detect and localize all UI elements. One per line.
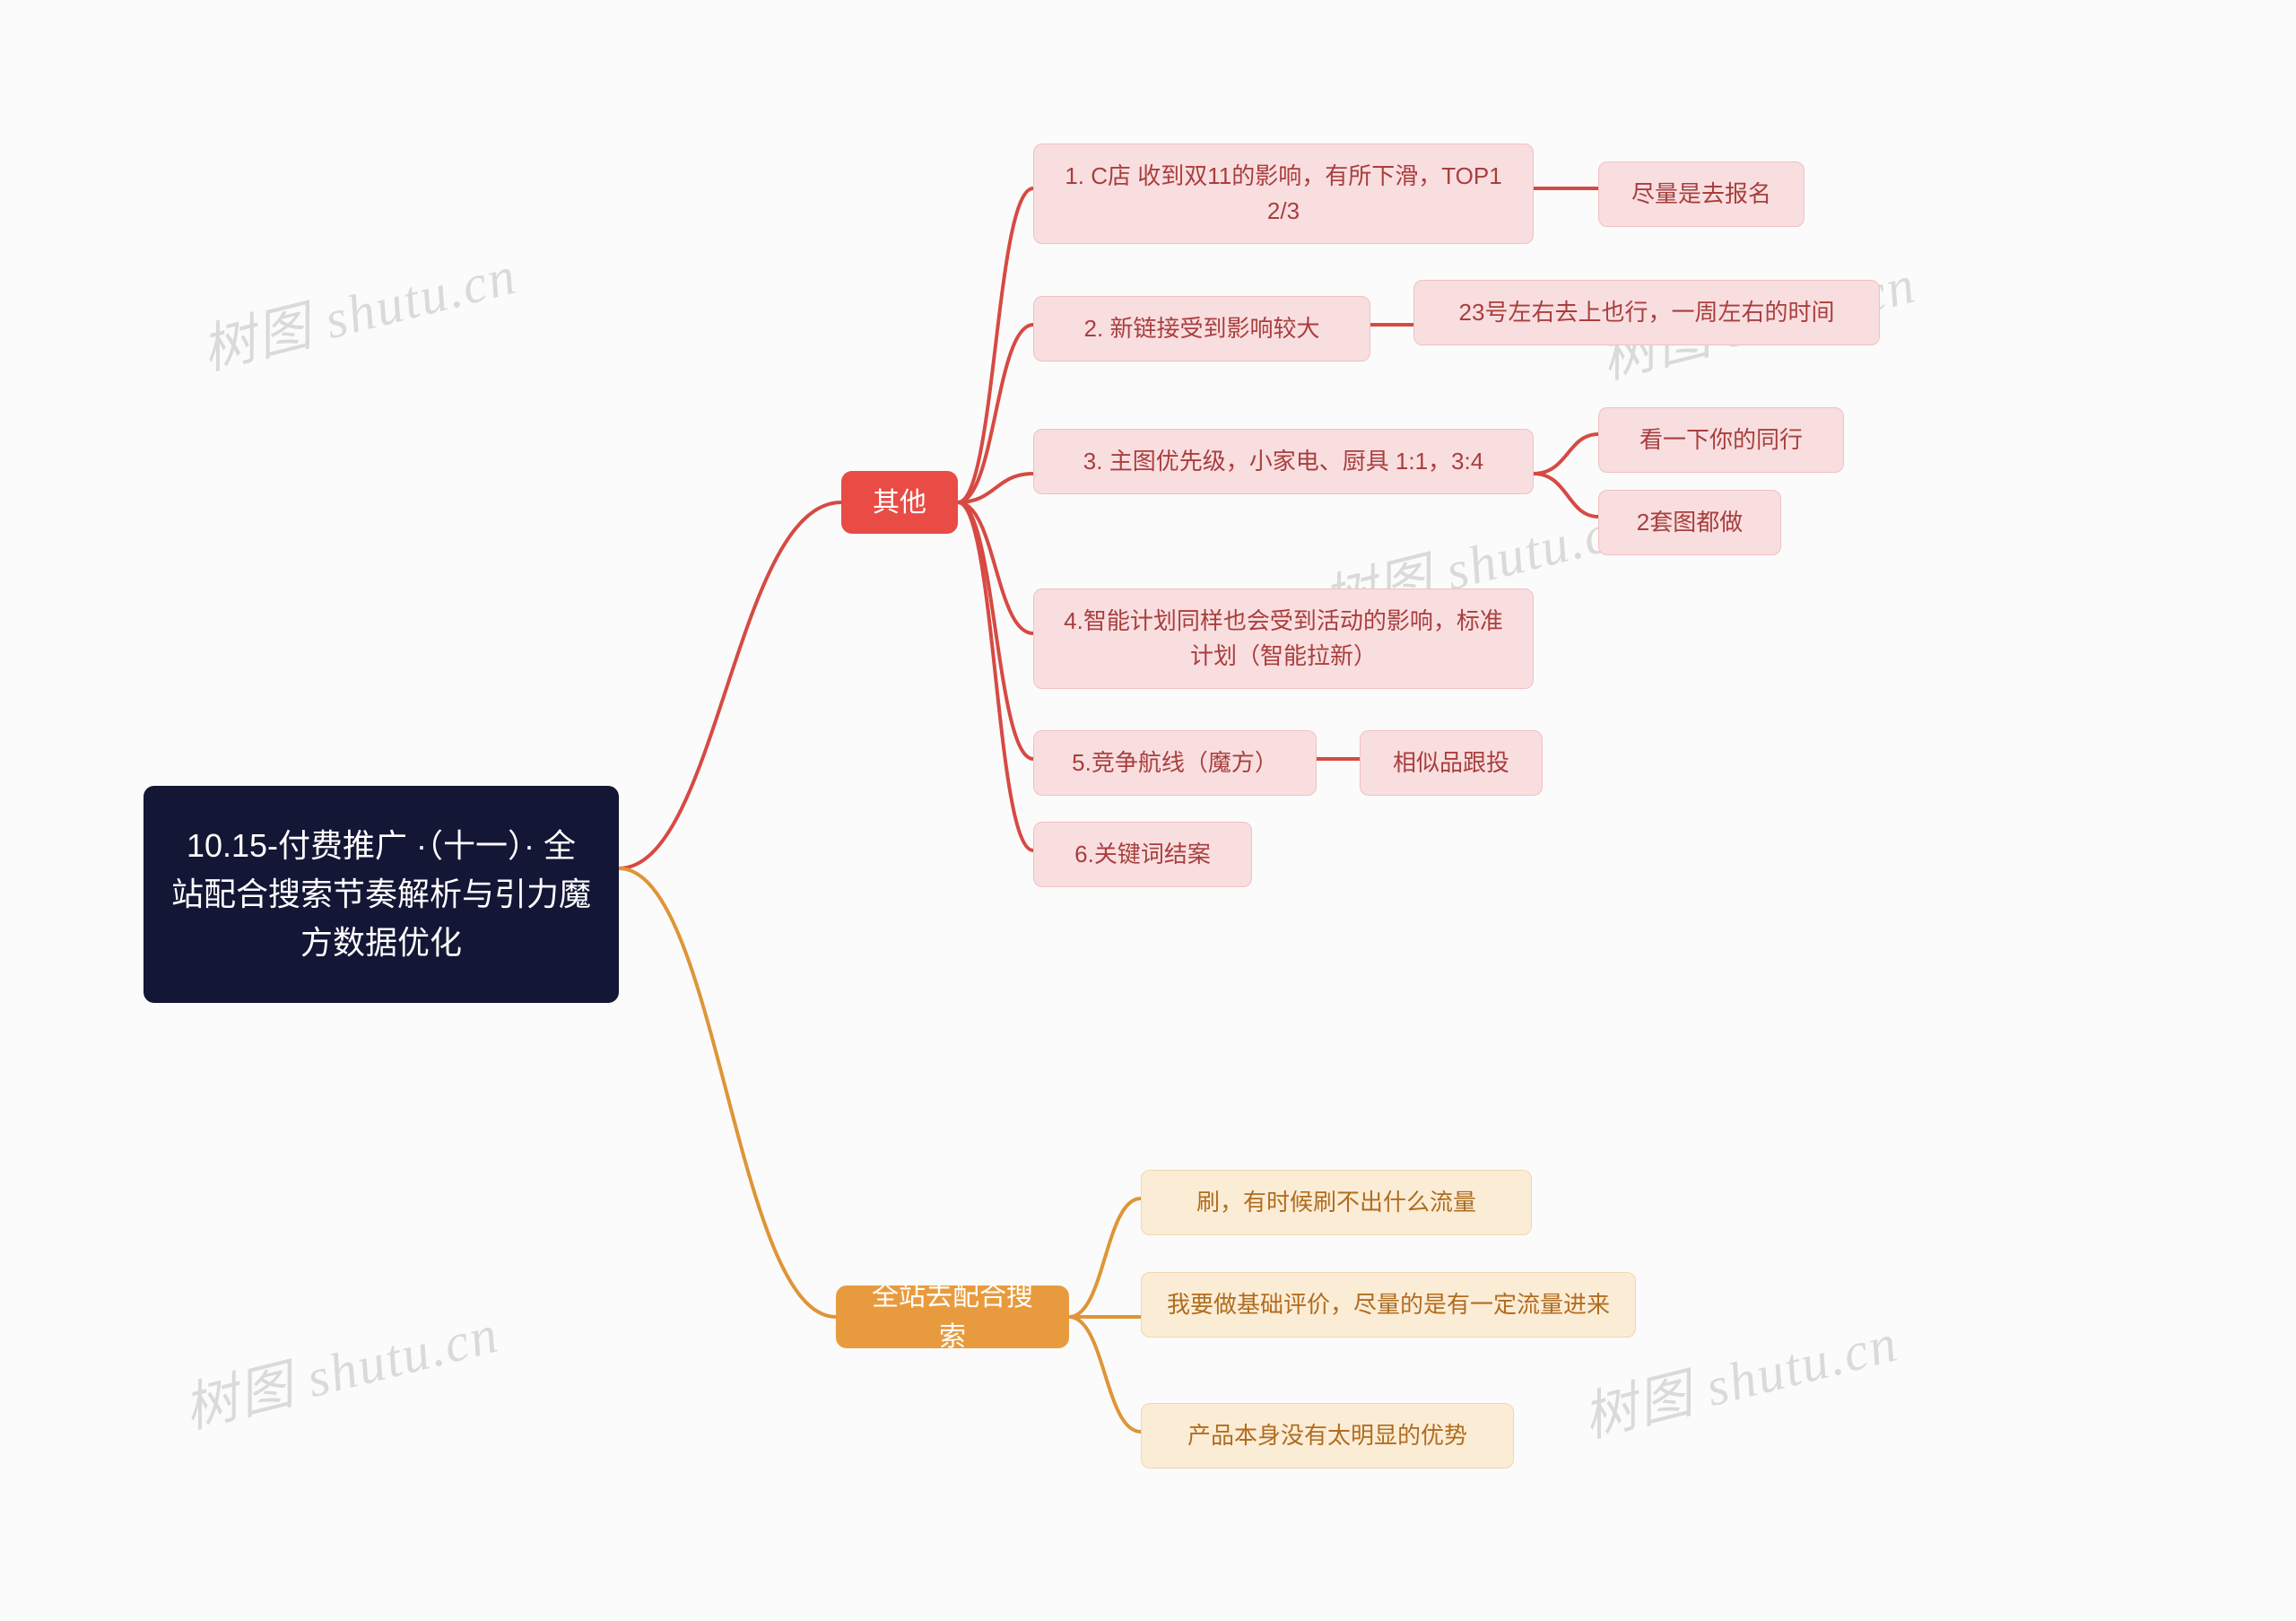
leaf-search-1: 刷，有时候刷不出什么流量 (1141, 1170, 1532, 1235)
leaf-search-2-label: 我要做基础评价，尽量的是有一定流量进来 (1167, 1287, 1610, 1322)
leaf-other-5: 5.竞争航线（魔方） (1033, 730, 1317, 796)
leaf-other-1-label: 1. C店 收到双11的影响，有所下滑，TOP1 2/3 (1059, 159, 1508, 229)
leaf-other-1-1-label: 尽量是去报名 (1631, 177, 1771, 212)
leaf-other-2-label: 2. 新链接受到影响较大 (1084, 311, 1320, 346)
branch-other-label: 其他 (873, 483, 926, 523)
leaf-other-3: 3. 主图优先级，小家电、厨具 1:1，3:4 (1033, 429, 1534, 494)
leaf-other-3-1: 看一下你的同行 (1598, 407, 1844, 473)
leaf-other-6: 6.关键词结案 (1033, 822, 1252, 887)
leaf-search-3-label: 产品本身没有太明显的优势 (1187, 1418, 1467, 1453)
leaf-other-2-1-label: 23号左右去上也行，一周左右的时间 (1459, 295, 1835, 330)
leaf-other-1: 1. C店 收到双11的影响，有所下滑，TOP1 2/3 (1033, 144, 1534, 244)
leaf-other-2-1: 23号左右去上也行，一周左右的时间 (1413, 280, 1880, 345)
leaf-other-4-label: 4.智能计划同样也会受到活动的影响，标准计划（智能拉新） (1059, 604, 1508, 674)
branch-search-label: 全站去配合搜索 (861, 1277, 1044, 1357)
leaf-other-4: 4.智能计划同样也会受到活动的影响，标准计划（智能拉新） (1033, 588, 1534, 689)
leaf-other-3-2-label: 2套图都做 (1637, 505, 1743, 540)
leaf-other-3-1-label: 看一下你的同行 (1639, 423, 1803, 458)
leaf-search-1-label: 刷，有时候刷不出什么流量 (1196, 1185, 1476, 1220)
leaf-other-3-label: 3. 主图优先级，小家电、厨具 1:1，3:4 (1083, 444, 1483, 479)
leaf-search-2: 我要做基础评价，尽量的是有一定流量进来 (1141, 1272, 1636, 1338)
root-label: 10.15-付费推广 ·（十一）· 全站配合搜索节奏解析与引力魔方数据优化 (170, 822, 592, 967)
leaf-other-3-2: 2套图都做 (1598, 490, 1781, 555)
leaf-other-1-1: 尽量是去报名 (1598, 161, 1805, 227)
branch-other: 其他 (841, 471, 958, 534)
leaf-other-5-1: 相似品跟投 (1360, 730, 1543, 796)
watermark: 树图 shutu.cn (175, 1290, 506, 1443)
watermark: 树图 shutu.cn (193, 231, 524, 385)
leaf-other-2: 2. 新链接受到影响较大 (1033, 296, 1370, 362)
root-node: 10.15-付费推广 ·（十一）· 全站配合搜索节奏解析与引力魔方数据优化 (144, 786, 619, 1003)
leaf-other-5-label: 5.竞争航线（魔方） (1072, 745, 1278, 780)
leaf-search-3: 产品本身没有太明显的优势 (1141, 1403, 1514, 1468)
leaf-other-5-1-label: 相似品跟投 (1393, 745, 1509, 780)
leaf-other-6-label: 6.关键词结案 (1074, 837, 1211, 872)
branch-search: 全站去配合搜索 (836, 1285, 1069, 1348)
